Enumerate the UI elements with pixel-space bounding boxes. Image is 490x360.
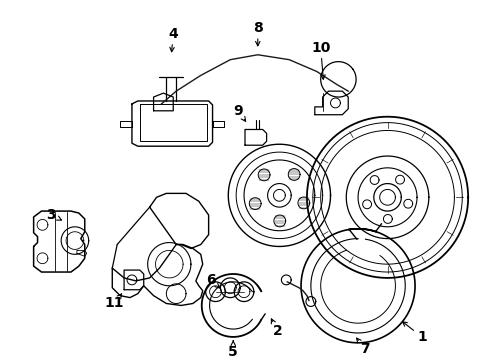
- Text: 8: 8: [253, 21, 263, 35]
- Text: 1: 1: [417, 330, 427, 344]
- Text: 4: 4: [169, 27, 178, 41]
- Text: 5: 5: [228, 345, 238, 359]
- Text: 6: 6: [206, 273, 216, 287]
- Text: 11: 11: [104, 297, 124, 310]
- Text: 9: 9: [233, 104, 243, 118]
- Text: 7: 7: [360, 342, 370, 356]
- Text: 10: 10: [311, 41, 330, 55]
- Text: 3: 3: [47, 208, 56, 222]
- Text: 2: 2: [272, 324, 282, 338]
